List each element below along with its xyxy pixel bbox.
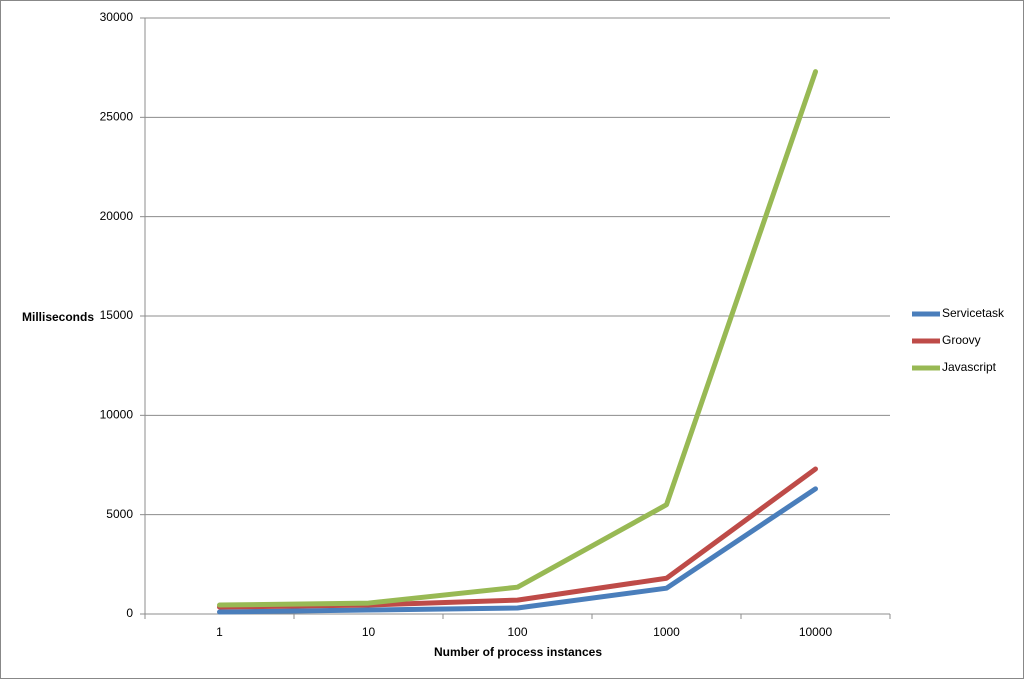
y-tick-label: 0 — [126, 606, 133, 620]
y-tick-label: 15000 — [100, 308, 134, 322]
legend-label: Javascript — [942, 360, 997, 374]
series-line — [217, 69, 818, 608]
x-tick-label: 1 — [216, 625, 223, 639]
y-tick-label: 5000 — [106, 507, 133, 521]
x-tick-label: 10 — [362, 625, 376, 639]
x-tick-label: 100 — [507, 625, 527, 639]
y-axis-label: Milliseconds — [22, 310, 94, 324]
y-tick-label: 10000 — [100, 408, 134, 422]
y-tick-label: 30000 — [100, 10, 134, 24]
x-tick-label: 1000 — [653, 625, 680, 639]
series-line — [217, 486, 818, 615]
legend-label: Servicetask — [942, 306, 1005, 320]
x-axis-label: Number of process instances — [434, 645, 602, 659]
x-tick-label: 10000 — [799, 625, 833, 639]
y-tick-label: 25000 — [100, 110, 134, 124]
legend-label: Groovy — [942, 333, 981, 347]
y-tick-label: 20000 — [100, 209, 134, 223]
